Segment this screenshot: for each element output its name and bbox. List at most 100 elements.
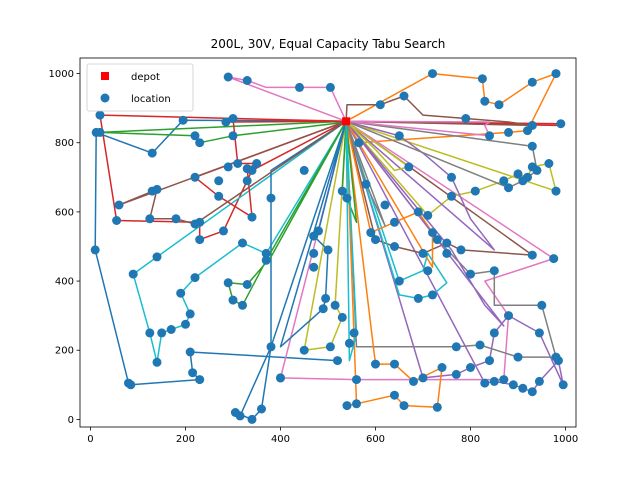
location-point: [261, 248, 271, 258]
location-point: [466, 269, 475, 279]
plot-area: [79, 57, 577, 428]
location-point: [513, 169, 523, 179]
location-point: [477, 74, 487, 84]
location-point: [223, 278, 233, 288]
location-point: [344, 338, 354, 348]
location-point: [266, 193, 276, 203]
location-point: [157, 328, 167, 338]
location-point: [456, 245, 466, 255]
location-point: [366, 228, 376, 238]
location-point: [214, 176, 224, 186]
x-tick-label: 800: [461, 434, 480, 445]
route-line-7: [279, 120, 555, 381]
location-point: [195, 375, 205, 385]
location-point: [214, 191, 224, 201]
y-tick-label: 0: [68, 415, 74, 426]
location-point: [219, 226, 228, 236]
location-point: [447, 191, 456, 201]
y-tick-label: 200: [55, 346, 74, 357]
location-point: [556, 119, 566, 129]
location-point: [442, 248, 452, 258]
location-point: [247, 414, 257, 424]
location-point: [318, 304, 328, 314]
location-point: [534, 328, 544, 338]
location-point: [390, 217, 399, 227]
location-point: [418, 373, 428, 383]
location-point: [404, 162, 414, 172]
location-point: [532, 165, 542, 175]
location-point: [90, 245, 100, 255]
location-point: [181, 319, 190, 329]
location-point: [513, 352, 523, 362]
locations-layer: [90, 69, 568, 424]
location-point: [413, 207, 423, 217]
location-point: [95, 110, 105, 120]
location-point: [527, 77, 537, 87]
route-line-26: [345, 95, 534, 127]
location-point: [166, 325, 176, 334]
location-point: [337, 312, 347, 322]
legend-depot-marker: [101, 72, 109, 80]
location-point: [342, 401, 352, 411]
location-point: [178, 115, 188, 125]
location-point: [527, 120, 537, 130]
location-point: [223, 162, 233, 172]
location-point: [527, 250, 537, 260]
location-point: [399, 401, 409, 411]
location-point: [309, 262, 319, 272]
location-point: [499, 176, 509, 186]
legend-location-label: location: [131, 94, 171, 105]
location-point: [185, 309, 195, 319]
location-point: [447, 172, 456, 182]
location-point: [228, 114, 238, 123]
location-point: [518, 176, 528, 186]
location-point: [549, 254, 559, 264]
location-point: [399, 91, 409, 101]
location-point: [325, 342, 335, 352]
location-point: [461, 114, 471, 123]
location-point: [354, 138, 364, 148]
location-point: [228, 131, 238, 141]
location-point: [349, 328, 359, 338]
location-point: [499, 375, 509, 385]
location-point: [95, 127, 105, 137]
location-point: [428, 290, 437, 300]
location-point: [518, 383, 528, 393]
y-tick-label: 1000: [49, 69, 74, 80]
location-point: [321, 293, 331, 303]
location-point: [527, 141, 537, 151]
location-point: [504, 183, 513, 193]
location-point: [390, 359, 399, 369]
route-line-8: [345, 120, 557, 358]
route-line-27: [346, 120, 491, 137]
x-tick-label: 200: [176, 434, 195, 445]
location-point: [147, 148, 157, 158]
chart-title: 200L, 30V, Equal Capacity Tabu Search: [211, 37, 446, 51]
route-line-19: [303, 121, 347, 351]
location-point: [242, 176, 252, 186]
location-point: [299, 165, 309, 175]
location-point: [413, 293, 423, 303]
location-point: [423, 210, 433, 220]
location-point: [470, 186, 480, 196]
location-point: [128, 269, 138, 279]
location-point: [428, 69, 437, 79]
location-point: [242, 280, 252, 289]
x-axis: 0 200 400 600 800 1000: [87, 427, 578, 445]
y-tick-label: 600: [55, 207, 74, 218]
location-point: [325, 82, 335, 92]
location-point: [551, 352, 561, 362]
location-point: [247, 212, 257, 222]
location-point: [145, 214, 155, 224]
route-line-30: [345, 121, 358, 362]
location-point: [375, 100, 385, 110]
location-point: [418, 248, 428, 258]
location-point: [394, 131, 404, 141]
location-point: [480, 96, 490, 106]
location-point: [195, 235, 205, 245]
location-point: [342, 193, 352, 203]
location-point: [299, 345, 309, 355]
location-point: [233, 159, 243, 168]
location-point: [558, 380, 568, 390]
location-point: [451, 342, 461, 352]
